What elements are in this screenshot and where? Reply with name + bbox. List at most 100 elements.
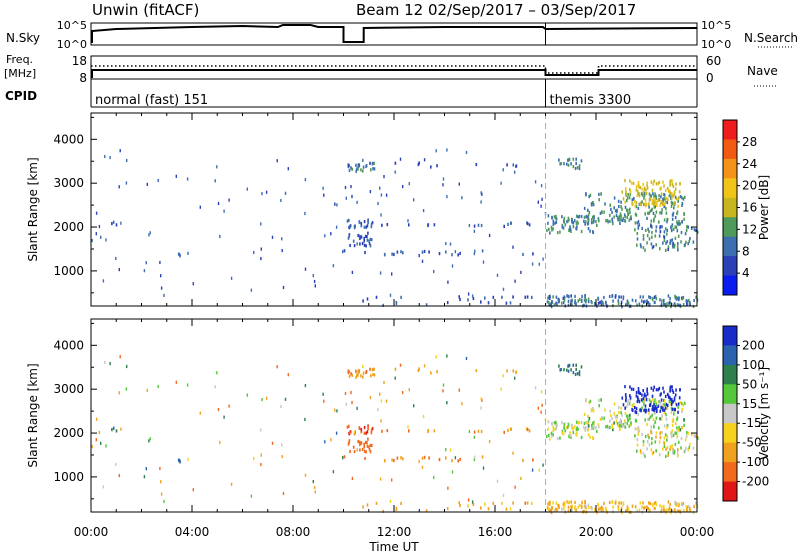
data-cell — [422, 209, 425, 213]
data-cell — [598, 219, 600, 223]
data-cell — [600, 303, 603, 307]
data-cell — [348, 374, 351, 378]
data-cell — [651, 207, 653, 211]
data-cell — [214, 179, 216, 183]
data-cell — [473, 252, 476, 256]
data-cell — [654, 294, 657, 299]
data-cell — [584, 500, 586, 504]
data-cell — [658, 234, 661, 238]
data-cell — [670, 402, 673, 406]
data-cell — [371, 221, 374, 225]
data-cell — [389, 293, 392, 297]
data-cell — [344, 391, 347, 396]
data-cell — [651, 235, 653, 239]
data-cell — [335, 225, 338, 229]
data-cell — [567, 369, 570, 373]
data-cell — [359, 448, 361, 452]
data-cell — [304, 384, 307, 388]
data-cell — [646, 447, 648, 451]
data-cell — [330, 438, 332, 442]
colorbar-tick-label: 50 — [742, 377, 757, 391]
data-cell — [555, 301, 557, 305]
data-cell — [671, 243, 674, 247]
data-cell — [666, 438, 668, 442]
x-tick-label: 20:00 — [579, 525, 614, 539]
data-cell — [260, 453, 262, 457]
data-cell — [454, 456, 457, 460]
data-cell — [584, 294, 586, 298]
data-cell — [636, 193, 639, 198]
data-cell — [115, 256, 117, 261]
data-cell — [642, 237, 645, 241]
data-cell — [656, 409, 658, 414]
data-cell — [664, 303, 666, 307]
data-cell — [400, 295, 402, 299]
data-cell — [689, 443, 691, 447]
data-cell — [428, 250, 430, 254]
data-cell — [658, 426, 660, 430]
data-cell — [281, 237, 283, 241]
data-cell — [637, 220, 640, 224]
data-cell — [654, 500, 657, 505]
data-cell — [115, 462, 117, 467]
data-cell — [677, 402, 680, 406]
data-cell — [680, 446, 682, 450]
data-cell — [371, 427, 374, 431]
data-cell — [366, 297, 369, 301]
data-cell — [520, 476, 522, 480]
data-cell — [280, 198, 282, 203]
data-cell — [671, 194, 673, 198]
data-cell — [509, 301, 512, 305]
data-cell — [537, 406, 539, 410]
data-cell — [575, 420, 578, 424]
data-cell — [644, 408, 646, 412]
data-cell — [433, 223, 436, 227]
data-cell — [646, 422, 648, 426]
data-cell — [617, 505, 620, 509]
data-cell — [605, 301, 607, 305]
data-cell — [642, 300, 645, 304]
data-cell — [636, 395, 639, 399]
data-cell — [369, 367, 371, 371]
data-cell — [461, 196, 463, 200]
data-cell — [601, 301, 604, 305]
data-cell — [549, 302, 552, 306]
cpid-segment-label: normal (fast) 151 — [95, 93, 208, 108]
data-cell — [587, 227, 590, 231]
data-cell — [445, 242, 447, 246]
data-cell — [680, 436, 683, 441]
data-cell — [575, 508, 577, 512]
data-cell — [503, 224, 505, 228]
data-cell — [655, 225, 658, 229]
data-cell — [666, 302, 668, 306]
data-cell — [178, 459, 181, 463]
data-cell — [624, 385, 626, 389]
data-cell — [670, 435, 673, 439]
data-cell — [666, 403, 669, 408]
data-cell — [674, 500, 676, 504]
data-cell — [552, 227, 554, 231]
data-cell — [552, 219, 555, 223]
data-cell — [635, 394, 638, 398]
data-cell — [659, 431, 662, 435]
data-cell — [457, 253, 459, 257]
data-cell — [369, 237, 372, 241]
data-cell — [622, 197, 625, 201]
data-cell — [655, 297, 658, 301]
freq-left-tick-top: 18 — [72, 54, 87, 68]
data-cell — [646, 387, 648, 391]
data-cell — [609, 203, 611, 207]
data-cell — [590, 427, 593, 431]
data-cell — [670, 204, 673, 208]
data-cell — [670, 196, 673, 200]
data-cell — [633, 196, 635, 201]
data-cell — [95, 417, 98, 421]
data-cell — [673, 243, 676, 247]
data-cell — [465, 356, 468, 361]
data-cell — [646, 507, 649, 511]
data-cell — [657, 388, 660, 392]
data-cell — [682, 197, 685, 201]
data-cell — [394, 376, 396, 380]
data-cell — [625, 414, 628, 418]
data-cell — [585, 504, 588, 508]
